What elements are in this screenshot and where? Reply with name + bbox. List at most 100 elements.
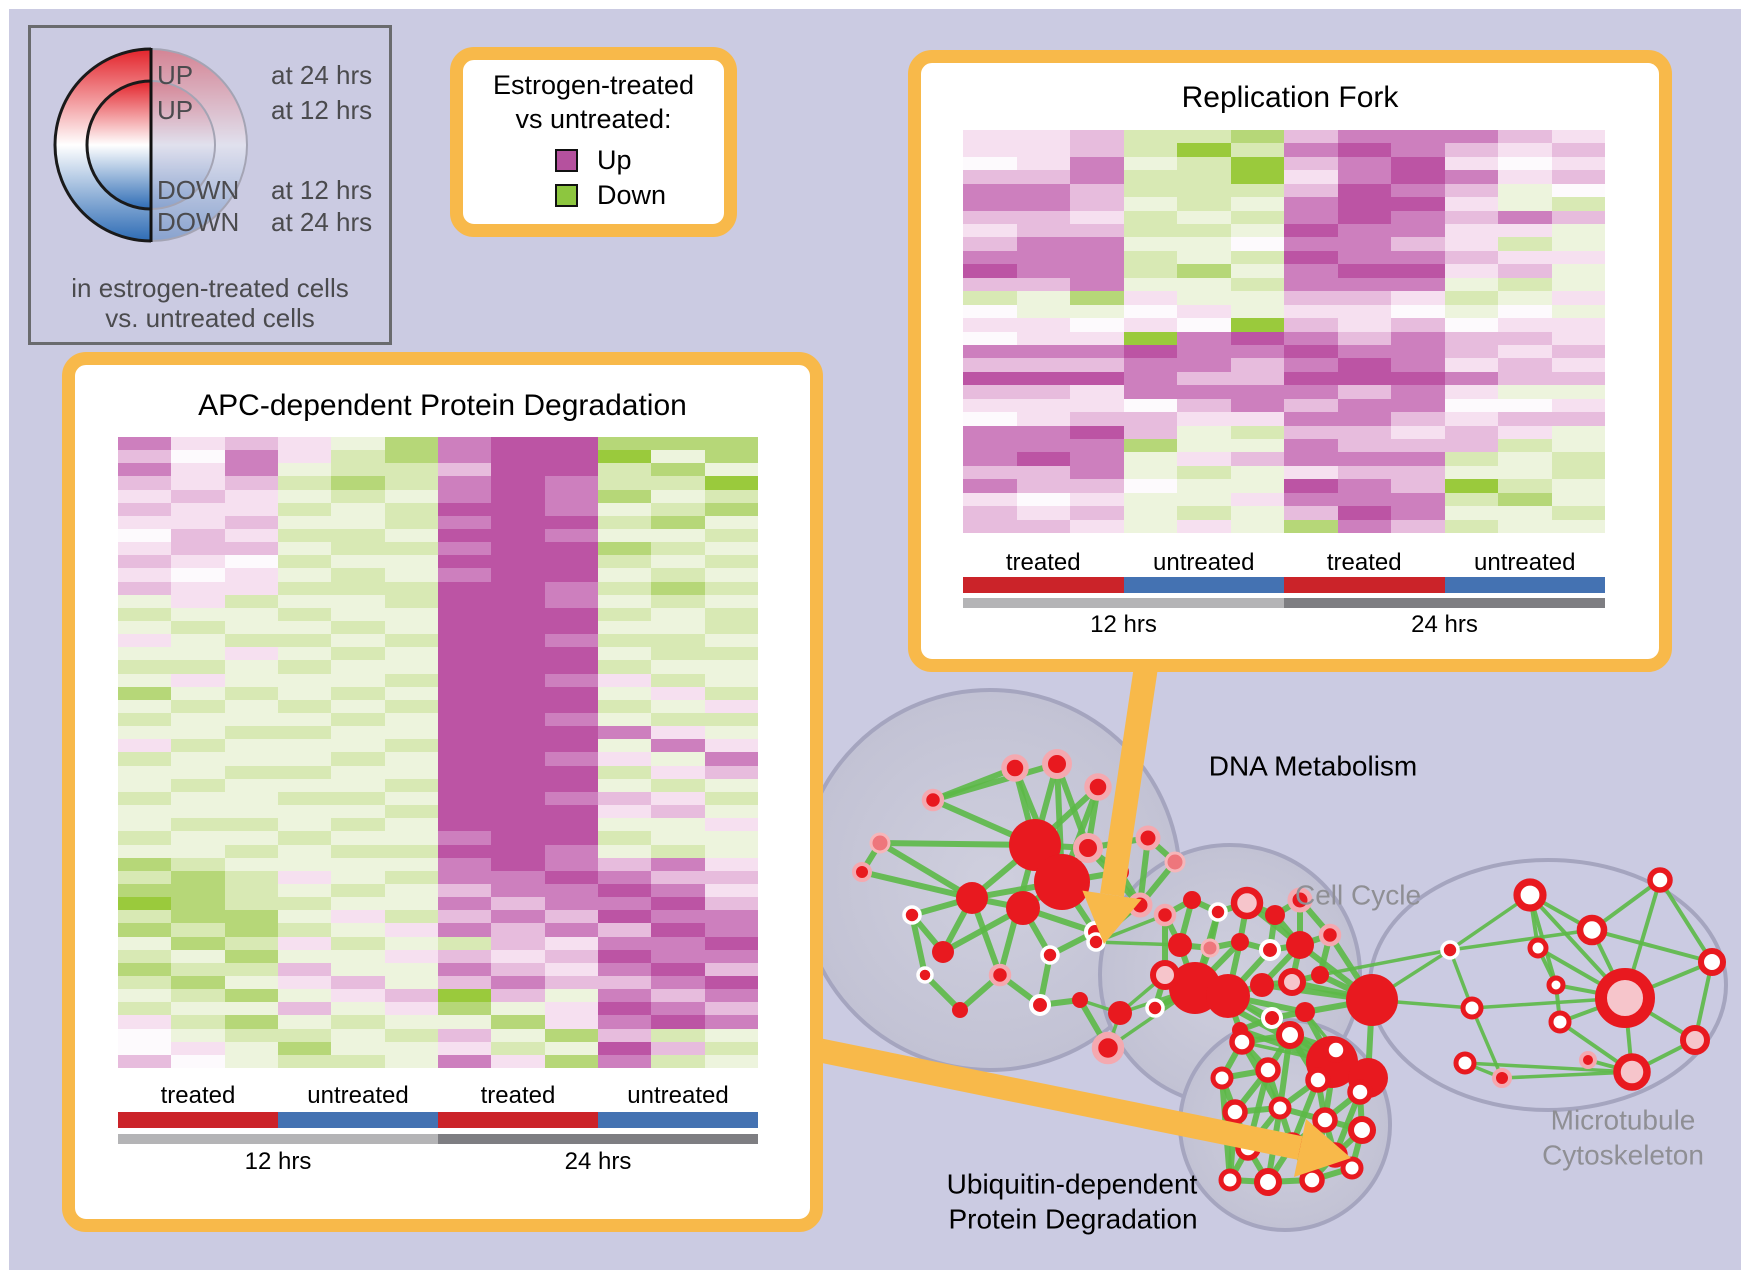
heatmap-cell: [491, 1041, 545, 1055]
heatmap-cell: [1551, 304, 1605, 319]
heatmap-cell: [651, 949, 705, 963]
heatmap-cell: [384, 634, 438, 648]
heatmap-cell: [544, 791, 598, 806]
heatmap-cell: [704, 818, 758, 832]
heatmap-cell: [544, 542, 598, 556]
heatmap-cell: [704, 897, 758, 911]
heatmap-cell: [384, 726, 438, 740]
heatmap-cell: [1070, 358, 1124, 372]
heatmap-cell: [118, 542, 172, 556]
heatmap-cell: [651, 699, 705, 714]
heatmap-cell: [491, 752, 545, 766]
heatmap-cell: [1551, 210, 1605, 225]
heatmap-cell: [1230, 250, 1284, 265]
heatmap-cell: [544, 463, 598, 477]
heatmap-cell: [1070, 344, 1124, 359]
rf-condition-bars: [963, 577, 1605, 593]
heatmap-cell: [437, 621, 492, 635]
replication-fork-heatmap: [963, 130, 1605, 533]
heatmap-cell: [118, 647, 172, 661]
heatmap-cell: [544, 594, 598, 608]
heatmap-cell: [1444, 492, 1498, 507]
heatmap-cell: [544, 673, 598, 687]
heatmap-cell: [597, 818, 652, 832]
heatmap-cell: [118, 699, 172, 714]
heatmap-cell: [1284, 250, 1338, 265]
heatmap-cell: [171, 502, 225, 516]
heatmap-cell: [384, 502, 438, 516]
heatmap-cell: [1070, 519, 1124, 533]
heatmap-cell: [597, 529, 652, 543]
heatmap-cell: [437, 962, 492, 976]
heatmap-cell: [1284, 479, 1338, 493]
heatmap-cell: [224, 752, 278, 766]
heatmap-cell: [1498, 170, 1552, 184]
heatmap-cell: [491, 778, 545, 792]
heatmap-cell: [224, 515, 278, 530]
heatmap-cell: [331, 989, 385, 1003]
heatmap-cell: [1498, 519, 1552, 533]
estrogen-legend-title-line1: Estrogen-treated: [492, 70, 695, 100]
heatmap-cell: [437, 634, 492, 648]
heatmap-cell: [963, 385, 1017, 399]
heatmap-cell: [331, 883, 385, 898]
heatmap-cell: [277, 778, 332, 792]
heatmap-cell: [651, 778, 705, 792]
heatmap-cell: [1230, 318, 1284, 332]
heatmap-cell: [651, 1028, 705, 1042]
heatmap-cell: [277, 607, 332, 622]
heatmap-cell: [651, 673, 705, 687]
heatmap-cell: [963, 318, 1017, 332]
heatmap-cell: [651, 1054, 705, 1068]
heatmap-cell: [118, 818, 172, 832]
heatmap-cell: [277, 713, 332, 727]
heatmap-cell: [597, 726, 652, 740]
heatmap-cell: [704, 686, 758, 700]
heatmap-cell: [1391, 492, 1445, 507]
heatmap-cell: [597, 910, 652, 924]
rf-24hrs-label: 24 hrs: [1411, 611, 1478, 638]
heatmap-cell: [704, 949, 758, 963]
heatmap-cell: [1498, 412, 1552, 426]
heatmap-cell: [651, 450, 705, 464]
heatmap-cell: [171, 726, 225, 740]
heatmap-cell: [1337, 224, 1391, 238]
heatmap-cell: [651, 765, 705, 779]
heatmap-cell: [1070, 304, 1124, 319]
heatmap-cell: [1230, 183, 1284, 198]
heatmap-cell: [384, 975, 438, 990]
heatmap-cell: [277, 502, 332, 516]
heatmap-cell: [1284, 318, 1338, 332]
heatmap-cell: [277, 673, 332, 687]
heatmap-cell: [704, 621, 758, 635]
heatmap-cell: [1123, 398, 1177, 413]
heatmap-cell: [277, 1054, 332, 1068]
heatmap-cell: [1070, 250, 1124, 265]
heatmap-cell: [544, 962, 598, 976]
heatmap-cell: [651, 883, 705, 898]
heatmap-cell: [171, 962, 225, 976]
heatmap-cell: [963, 479, 1017, 493]
heatmap-cell: [1230, 371, 1284, 386]
heatmap-cell: [1284, 130, 1338, 144]
heatmap-cell: [437, 555, 492, 569]
heatmap-cell: [384, 765, 438, 779]
heatmap-cell: [1123, 519, 1177, 533]
heatmap-cell: [704, 568, 758, 582]
heatmap-cell: [704, 437, 758, 451]
heatmap-cell: [704, 463, 758, 477]
heatmap-cell: [384, 555, 438, 569]
heatmap-cell: [331, 713, 385, 727]
heatmap-cell: [704, 844, 758, 858]
heatmap-cell: [171, 791, 225, 806]
heatmap-cell: [171, 713, 225, 727]
heatmap-cell: [651, 476, 705, 490]
heatmap-cell: [437, 529, 492, 543]
heatmap-cell: [1337, 304, 1391, 319]
heatmap-cell: [1444, 143, 1498, 157]
heatmap-cell: [331, 949, 385, 963]
heatmap-cell: [597, 923, 652, 937]
heatmap-cell: [277, 686, 332, 700]
heatmap-cell: [1551, 224, 1605, 238]
heatmap-cell: [437, 542, 492, 556]
